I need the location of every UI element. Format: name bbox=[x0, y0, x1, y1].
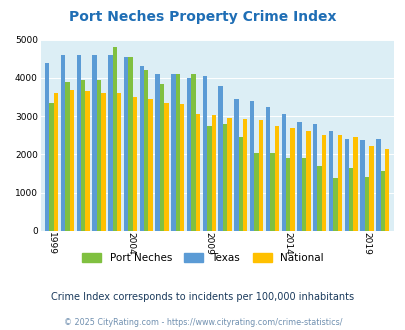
Bar bbox=[274, 126, 278, 231]
Bar bbox=[344, 139, 348, 231]
Bar bbox=[337, 135, 341, 231]
Bar bbox=[77, 55, 81, 231]
Bar bbox=[45, 63, 49, 231]
Text: Crime Index corresponds to incidents per 100,000 inhabitants: Crime Index corresponds to incidents per… bbox=[51, 292, 354, 302]
Bar bbox=[65, 82, 69, 231]
Bar bbox=[54, 93, 58, 231]
Bar bbox=[191, 74, 195, 231]
Bar bbox=[296, 122, 301, 231]
Bar bbox=[234, 99, 238, 231]
Text: © 2025 CityRating.com - https://www.cityrating.com/crime-statistics/: © 2025 CityRating.com - https://www.city… bbox=[64, 318, 341, 327]
Bar bbox=[202, 76, 207, 231]
Legend: Port Neches, Texas, National: Port Neches, Texas, National bbox=[78, 249, 327, 267]
Bar bbox=[218, 85, 222, 231]
Bar bbox=[186, 78, 191, 231]
Bar bbox=[49, 103, 54, 231]
Bar bbox=[92, 55, 96, 231]
Bar bbox=[305, 131, 310, 231]
Bar bbox=[96, 80, 101, 231]
Bar bbox=[249, 101, 254, 231]
Bar bbox=[155, 74, 160, 231]
Bar bbox=[222, 124, 227, 231]
Bar bbox=[384, 149, 388, 231]
Bar bbox=[290, 128, 294, 231]
Bar bbox=[108, 55, 112, 231]
Bar bbox=[211, 115, 215, 231]
Bar bbox=[175, 74, 179, 231]
Bar bbox=[328, 131, 333, 231]
Text: Port Neches Property Crime Index: Port Neches Property Crime Index bbox=[69, 10, 336, 24]
Bar bbox=[254, 152, 258, 231]
Bar bbox=[101, 93, 105, 231]
Bar bbox=[265, 107, 270, 231]
Bar bbox=[164, 103, 168, 231]
Bar bbox=[281, 114, 285, 231]
Bar bbox=[285, 158, 290, 231]
Bar bbox=[148, 99, 153, 231]
Bar bbox=[227, 118, 231, 231]
Bar bbox=[301, 158, 305, 231]
Bar bbox=[144, 70, 148, 231]
Bar bbox=[124, 57, 128, 231]
Bar bbox=[353, 137, 357, 231]
Bar bbox=[69, 90, 74, 231]
Bar bbox=[179, 104, 184, 231]
Bar bbox=[171, 74, 175, 231]
Bar bbox=[85, 91, 90, 231]
Bar bbox=[368, 146, 373, 231]
Bar bbox=[360, 140, 364, 231]
Bar bbox=[81, 80, 85, 231]
Bar bbox=[132, 97, 137, 231]
Bar bbox=[348, 168, 353, 231]
Bar bbox=[139, 66, 144, 231]
Bar bbox=[112, 47, 117, 231]
Bar bbox=[364, 178, 368, 231]
Bar bbox=[375, 139, 379, 231]
Bar bbox=[317, 166, 321, 231]
Bar bbox=[270, 152, 274, 231]
Bar bbox=[117, 93, 121, 231]
Bar bbox=[333, 178, 337, 231]
Bar bbox=[258, 120, 262, 231]
Bar bbox=[238, 137, 243, 231]
Bar bbox=[195, 114, 200, 231]
Bar bbox=[207, 126, 211, 231]
Bar bbox=[379, 171, 384, 231]
Bar bbox=[61, 55, 65, 231]
Bar bbox=[312, 124, 317, 231]
Bar bbox=[243, 119, 247, 231]
Bar bbox=[128, 57, 132, 231]
Bar bbox=[321, 135, 326, 231]
Bar bbox=[160, 83, 164, 231]
